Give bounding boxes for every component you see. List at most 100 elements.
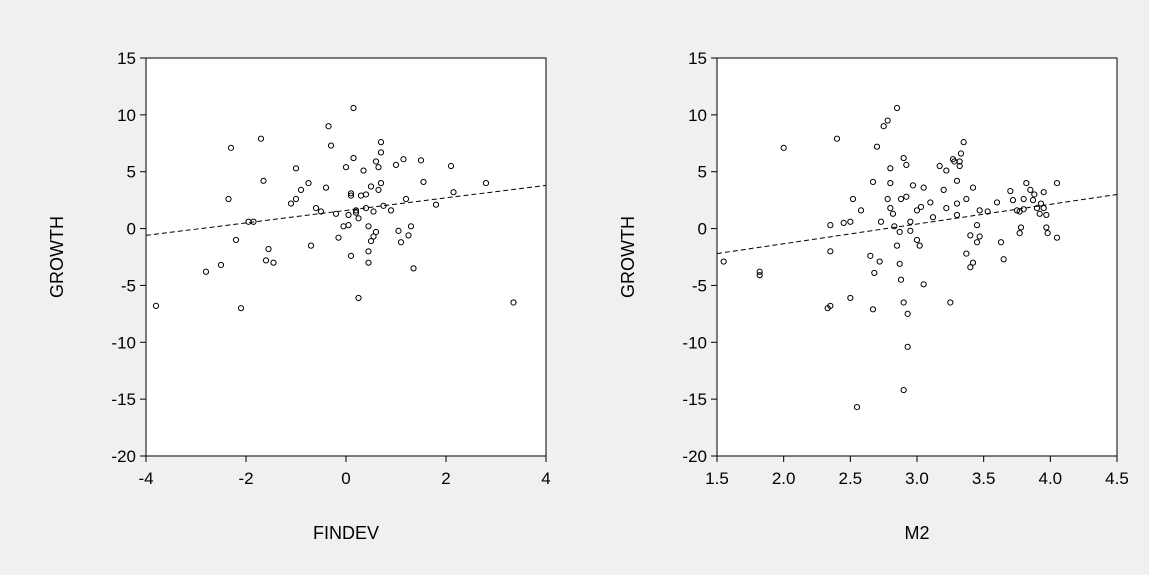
y-tick-label: 0: [127, 220, 136, 239]
data-point: [287, 200, 295, 207]
data-point: [871, 269, 878, 277]
data-point: [362, 191, 370, 198]
data-point: [362, 205, 370, 212]
data-point: [847, 294, 854, 302]
data-point: [1040, 189, 1047, 196]
y-tick-label: -20: [111, 447, 136, 466]
data-point: [392, 161, 400, 168]
regression-fit-line: [716, 193, 1118, 255]
data-point: [973, 222, 981, 229]
x-tick-label: 4: [541, 469, 550, 488]
x-tick-label: 2: [441, 469, 450, 488]
data-point: [920, 281, 927, 288]
data-point: [402, 195, 410, 203]
data-point: [367, 183, 375, 190]
data-point: [984, 208, 991, 215]
data-point: [927, 199, 934, 206]
data-point: [893, 242, 901, 249]
data-point: [377, 149, 385, 156]
x-tick-label: -2: [238, 469, 253, 488]
data-point: [345, 211, 352, 219]
data-point: [260, 177, 267, 184]
data-point: [270, 259, 277, 266]
data-point: [367, 237, 375, 245]
y-tick-label: -10: [682, 333, 707, 352]
data-point: [827, 302, 834, 309]
data-point: [756, 268, 763, 275]
data-point: [833, 135, 841, 142]
data-point: [202, 268, 210, 275]
data-point: [891, 223, 898, 230]
y-tick-label: 10: [688, 106, 707, 125]
data-point: [887, 179, 894, 187]
data-point: [896, 260, 903, 267]
y-tick-label: 15: [688, 49, 707, 68]
data-point: [352, 209, 360, 216]
data-point: [1017, 224, 1025, 231]
data-point: [969, 259, 977, 266]
data-point: [225, 195, 232, 203]
y-tick-label: -5: [692, 276, 707, 295]
data-point: [152, 302, 160, 309]
data-point: [973, 239, 981, 246]
data-point: [217, 261, 225, 269]
data-point: [943, 205, 950, 212]
data-point: [976, 207, 983, 214]
data-point: [365, 223, 372, 230]
data-point: [405, 232, 412, 239]
data-point: [410, 265, 417, 272]
data-point: [1007, 187, 1014, 195]
data-point: [372, 228, 380, 236]
data-point: [904, 343, 911, 350]
data-point: [387, 207, 395, 214]
data-point: [432, 201, 440, 208]
data-point: [873, 143, 881, 150]
x-tick-label: -4: [138, 469, 153, 488]
data-point: [482, 179, 490, 187]
data-point: [375, 164, 382, 171]
data-point: [940, 186, 947, 194]
x-tick-label: 2.5: [839, 469, 863, 488]
data-point: [953, 211, 961, 219]
data-point: [953, 200, 961, 207]
data-point: [1043, 211, 1050, 219]
data-point: [1043, 224, 1050, 231]
data-point: [884, 195, 891, 203]
data-point: [884, 117, 891, 124]
data-point: [960, 139, 967, 146]
data-point: [345, 222, 352, 229]
data-point: [250, 218, 257, 225]
data-point: [1053, 234, 1061, 241]
data-point: [407, 223, 415, 230]
data-point: [976, 233, 983, 240]
data-point: [1031, 191, 1038, 198]
y-tick-label: -10: [111, 333, 136, 352]
data-point: [887, 205, 894, 212]
data-point: [1016, 230, 1023, 237]
data-point: [292, 195, 300, 203]
data-point: [1036, 210, 1043, 217]
data-point: [963, 195, 970, 203]
data-point: [953, 177, 961, 184]
data-point: [332, 210, 340, 217]
data-point: [377, 139, 385, 146]
data-point: [936, 162, 943, 170]
data-point: [380, 202, 387, 209]
x-tick-label: 2.0: [772, 469, 796, 488]
data-point: [907, 218, 914, 225]
data-point: [1053, 179, 1061, 187]
data-point: [307, 242, 315, 249]
data-point: [347, 190, 355, 197]
data-point: [322, 184, 330, 191]
data-point: [1000, 256, 1007, 263]
x-tick-label: 3.5: [972, 469, 996, 488]
data-point: [352, 207, 360, 214]
scatter-panel-m2: -20 -15 -10 -5 0 5 10 15 1.5 2.0 2.5 3.0 3.5 4.0 4.5 M2…: [618, 49, 1129, 543]
data-point: [1009, 197, 1017, 204]
data-point: [350, 154, 357, 162]
y-tick-label: 5: [698, 163, 707, 182]
data-point: [1044, 230, 1051, 237]
data-point: [887, 165, 894, 172]
